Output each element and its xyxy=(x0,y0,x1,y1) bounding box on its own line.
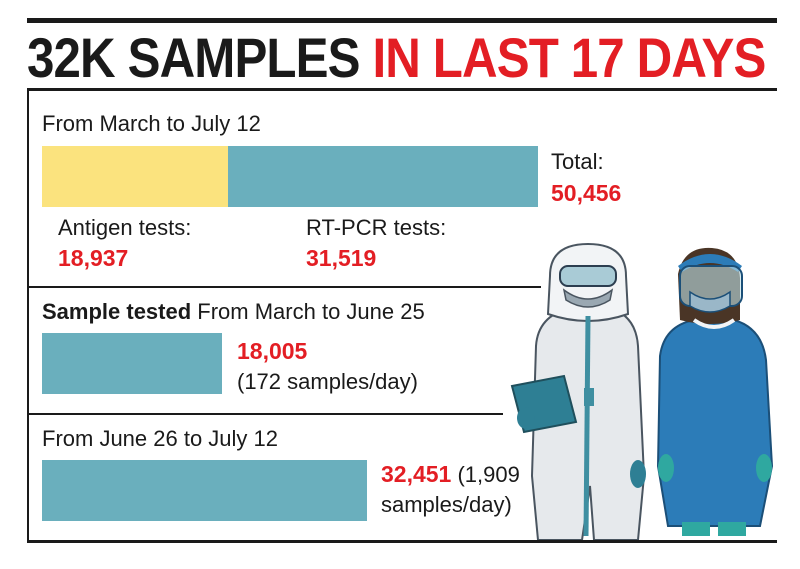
section-divider-1 xyxy=(29,286,541,288)
section3-title: From June 26 to July 12 xyxy=(42,426,279,451)
rtpcr-value: 31,519 xyxy=(306,245,377,271)
top-rule xyxy=(27,18,777,23)
section-divider-2 xyxy=(29,413,503,415)
section2-title-rest: From March to June 25 xyxy=(197,299,425,324)
rtpcr-bar xyxy=(228,146,538,207)
total-value: 50,456 xyxy=(551,180,622,206)
headline: 32K SAMPLES IN LAST 17 DAYS xyxy=(27,26,766,89)
worker-blue-gown xyxy=(656,247,774,536)
headline-rule xyxy=(27,88,777,91)
samples-june26-july12-value-line: 32,451 (1,909 xyxy=(381,461,520,488)
section2-title: Sample tested From March to June 25 xyxy=(42,299,425,325)
section2-title-bold: Sample tested xyxy=(42,299,192,324)
samples-june26-july12-bar xyxy=(42,460,367,521)
left-border xyxy=(27,91,29,541)
samples-to-june25-value: 18,005 xyxy=(237,338,308,364)
headline-part-2: IN LAST 17 DAYS xyxy=(372,26,766,89)
antigen-label: Antigen tests: xyxy=(58,215,192,240)
antigen-value: 18,937 xyxy=(58,245,129,271)
samples-june26-july12-note-1: (1,909 xyxy=(457,462,520,487)
headline-part-1: 32K SAMPLES xyxy=(27,26,361,89)
rtpcr-label: RT-PCR tests: xyxy=(306,215,447,240)
samples-to-june25-note: (172 samples/day) xyxy=(237,369,418,394)
health-workers-illustration xyxy=(510,242,774,540)
samples-june26-july12-note-2: samples/day) xyxy=(381,492,512,517)
total-label: Total: xyxy=(551,149,604,174)
antigen-bar xyxy=(42,146,228,207)
bottom-rule xyxy=(27,540,777,543)
section1-title: From March to July 12 xyxy=(42,111,261,136)
samples-june26-july12-value: 32,451 xyxy=(381,461,452,487)
worker-white-suit xyxy=(510,242,646,540)
samples-to-june25-bar xyxy=(42,333,222,394)
